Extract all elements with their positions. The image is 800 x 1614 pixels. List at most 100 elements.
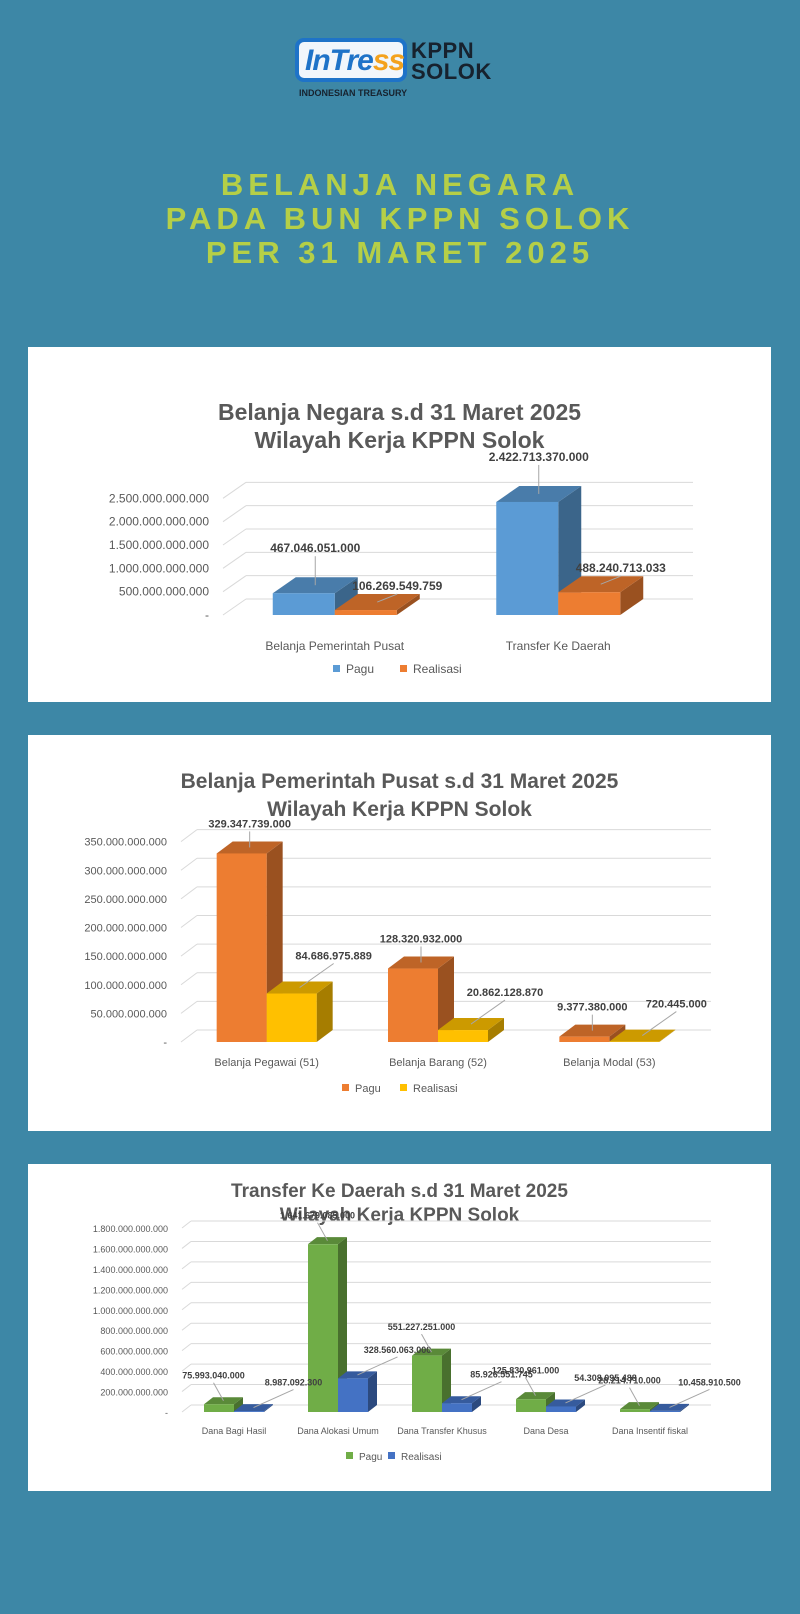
gridline-side (181, 1343, 192, 1352)
legend-swatch (400, 1084, 407, 1091)
y-tick-label: 300.000.000.000 (84, 865, 167, 877)
legend-swatch (333, 665, 340, 672)
gridline-side (180, 886, 198, 900)
data-label-leader (525, 1377, 536, 1396)
data-label-leader (421, 1333, 432, 1353)
gridline-side (222, 505, 247, 523)
y-tick-label: 500.000.000.000 (119, 585, 209, 599)
x-category-label: Belanja Modal (53) (563, 1057, 655, 1069)
logo-text-b: ss (372, 44, 405, 77)
data-label: 551.227.251.000 (388, 1322, 456, 1332)
chart-panel-belanja-negara: Belanja Negara s.d 31 Maret 2025 Wilayah … (28, 347, 771, 702)
bar-front (546, 1406, 576, 1412)
y-tick-label: 1.800.000.000.000 (93, 1224, 168, 1234)
chart-panel-belanja-pemerintah-pusat: Belanja Pemerintah Pusat s.d 31 Maret 20… (28, 735, 771, 1131)
gridline-side (181, 1404, 192, 1413)
bar-top-face (516, 1392, 555, 1400)
bar-front (442, 1403, 472, 1412)
bar-top-face (442, 1396, 481, 1404)
legend-label: Pagu (346, 662, 374, 676)
data-label: 85.926.551.745 (470, 1370, 533, 1380)
y-tick-label: 50.000.000.000 (91, 1008, 167, 1020)
data-label: 328.560.063.000 (364, 1345, 432, 1355)
data-label: 2.422.713.370.000 (489, 450, 589, 464)
bar-side-face (488, 1018, 504, 1042)
y-tick-label: 1.600.000.000.000 (93, 1244, 168, 1254)
bar-front (388, 968, 438, 1042)
page-title: BELANJA NEGARA PADA BUN KPPN SOLOK PER 3… (0, 168, 800, 270)
legend-label: Realisasi (413, 1083, 458, 1095)
chart-title-line: Transfer Ke Daerah s.d 31 Maret 2025 (231, 1181, 568, 1202)
bar-top-face (308, 1237, 347, 1245)
header: InTress KPPN SOLOK INDONESIAN TREASURY B… (0, 0, 800, 330)
bar-top-face (496, 485, 582, 502)
gridline-side (180, 1029, 198, 1043)
y-tick-label: 2.500.000.000.000 (109, 491, 209, 505)
data-label: 1.641.679.085.000 (280, 1211, 355, 1221)
y-tick-label: 250.000.000.000 (84, 894, 167, 906)
y-tick-label: 200.000.000.000 (100, 1388, 168, 1398)
legend-label: Pagu (355, 1083, 381, 1095)
bar-front (266, 993, 317, 1042)
data-label: 28.214.710.000 (598, 1376, 661, 1386)
bar-front (204, 1404, 234, 1412)
x-category-label: Dana Insentif fiskal (612, 1426, 688, 1436)
chart-transfer-ke-daerah: Transfer Ke Daerah s.d 31 Maret 2025Wila… (93, 1181, 741, 1463)
gridline-side (222, 551, 247, 569)
data-label-leader (565, 1384, 606, 1404)
chart-title-line: Wilayah Kerja KPPN Solok (255, 427, 545, 453)
y-tick-label: 1.500.000.000.000 (109, 538, 209, 552)
bar-side-face (609, 1024, 626, 1042)
bar-side-face (438, 956, 454, 1042)
data-label: 10.458.910.500 (678, 1377, 741, 1387)
gridline-side (181, 1241, 192, 1249)
gridline-side (181, 1384, 192, 1392)
x-category-label: Belanja Barang (52) (389, 1057, 487, 1069)
gridline-side (181, 1302, 192, 1311)
y-tick-label: 400.000.000.000 (100, 1367, 168, 1377)
logo-office-name: KPPN SOLOK (411, 38, 492, 83)
data-label-leader (357, 1356, 398, 1376)
bar-side-face (620, 576, 644, 615)
y-tick-label: - (165, 1408, 168, 1418)
gridline-side (222, 528, 247, 546)
bar-front (338, 1378, 368, 1412)
bar-front (438, 1030, 488, 1042)
data-label: 128.320.932.000 (380, 934, 463, 946)
legend-swatch (400, 665, 407, 672)
chart-title-line: Belanja Negara s.d 31 Maret 2025 (218, 399, 581, 425)
data-label-leader (377, 593, 398, 603)
intress-kppn-logo: InTress KPPN SOLOK INDONESIAN TREASURY (295, 38, 525, 102)
bar-front (412, 1355, 442, 1412)
data-label: 467.046.051.000 (270, 541, 360, 555)
data-label-leader (600, 575, 621, 585)
y-tick-label: 1.000.000.000.000 (93, 1306, 168, 1316)
x-category-label: Transfer Ke Daerah (506, 639, 611, 653)
legend-label: Realisasi (413, 662, 462, 676)
bar-top-face (272, 577, 358, 594)
y-tick-label: 2.000.000.000.000 (109, 515, 209, 529)
title-line-1: BELANJA NEGARA (220, 167, 580, 202)
title-line-2: PADA BUN KPPN SOLOK (165, 201, 635, 236)
chart-title-line: Belanja Pemerintah Pusat s.d 31 Maret 20… (181, 770, 619, 793)
data-label: 329.347.739.000 (208, 818, 291, 830)
bar-front (308, 1244, 338, 1412)
bar-front (496, 501, 559, 615)
logo-text-a: InTre (305, 44, 374, 77)
bar-top-face (216, 841, 283, 854)
bar-side-face (368, 1371, 377, 1412)
y-tick-label: 150.000.000.000 (84, 951, 167, 963)
bar-side-face (334, 577, 358, 615)
gridline-side (180, 857, 198, 871)
data-label-leader (213, 1382, 224, 1401)
gridline-side (180, 1000, 198, 1014)
data-label: 720.445.000 (646, 999, 707, 1011)
logo-kppn-text: KPPN (411, 38, 475, 63)
x-category-label: Dana Desa (523, 1426, 568, 1436)
y-tick-label: 1.000.000.000.000 (109, 561, 209, 575)
x-category-label: Dana Transfer Khusus (397, 1426, 487, 1436)
y-tick-label: - (205, 608, 209, 622)
x-category-label: Dana Bagi Hasil (202, 1426, 267, 1436)
bar-side-face (472, 1396, 481, 1412)
bar-front (234, 1411, 264, 1412)
